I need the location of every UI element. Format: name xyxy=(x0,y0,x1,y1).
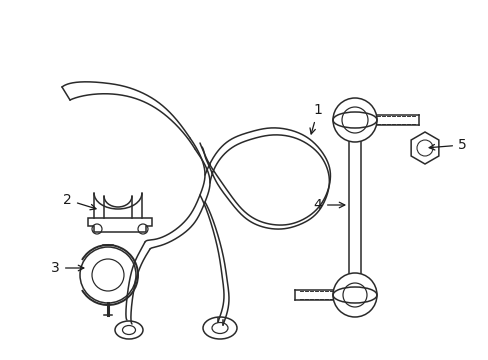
Text: 1: 1 xyxy=(309,103,322,134)
Text: 3: 3 xyxy=(51,261,83,275)
Text: 5: 5 xyxy=(428,138,466,152)
Text: 2: 2 xyxy=(63,193,96,210)
Text: 4: 4 xyxy=(313,198,344,212)
